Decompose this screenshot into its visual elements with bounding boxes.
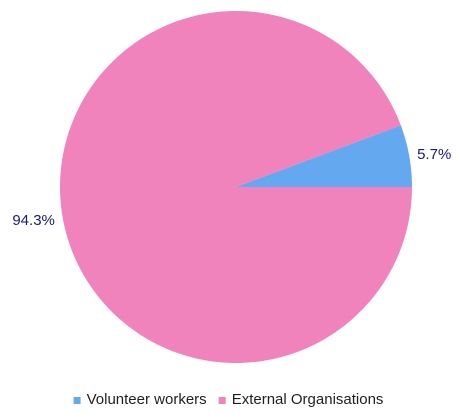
- legend-item-external-organisations: External Organisations: [218, 391, 384, 408]
- slice-label-external-organisations: 94.3%: [12, 212, 55, 229]
- legend: Volunteer workers External Organisations: [73, 391, 384, 408]
- legend-swatch: [73, 397, 81, 404]
- legend-label: External Organisations: [232, 391, 384, 408]
- slice-label-volunteer-workers: 5.7%: [417, 146, 451, 163]
- legend-item-volunteer-workers: Volunteer workers: [73, 391, 207, 408]
- pie-slice-external-organisations: [60, 11, 412, 364]
- legend-label: Volunteer workers: [87, 391, 207, 408]
- pie-slice-volunteer-workers: [236, 125, 412, 187]
- legend-swatch: [218, 397, 226, 404]
- pie-slices: [60, 11, 412, 364]
- slice-labels: 5.7% 94.3%: [12, 146, 451, 229]
